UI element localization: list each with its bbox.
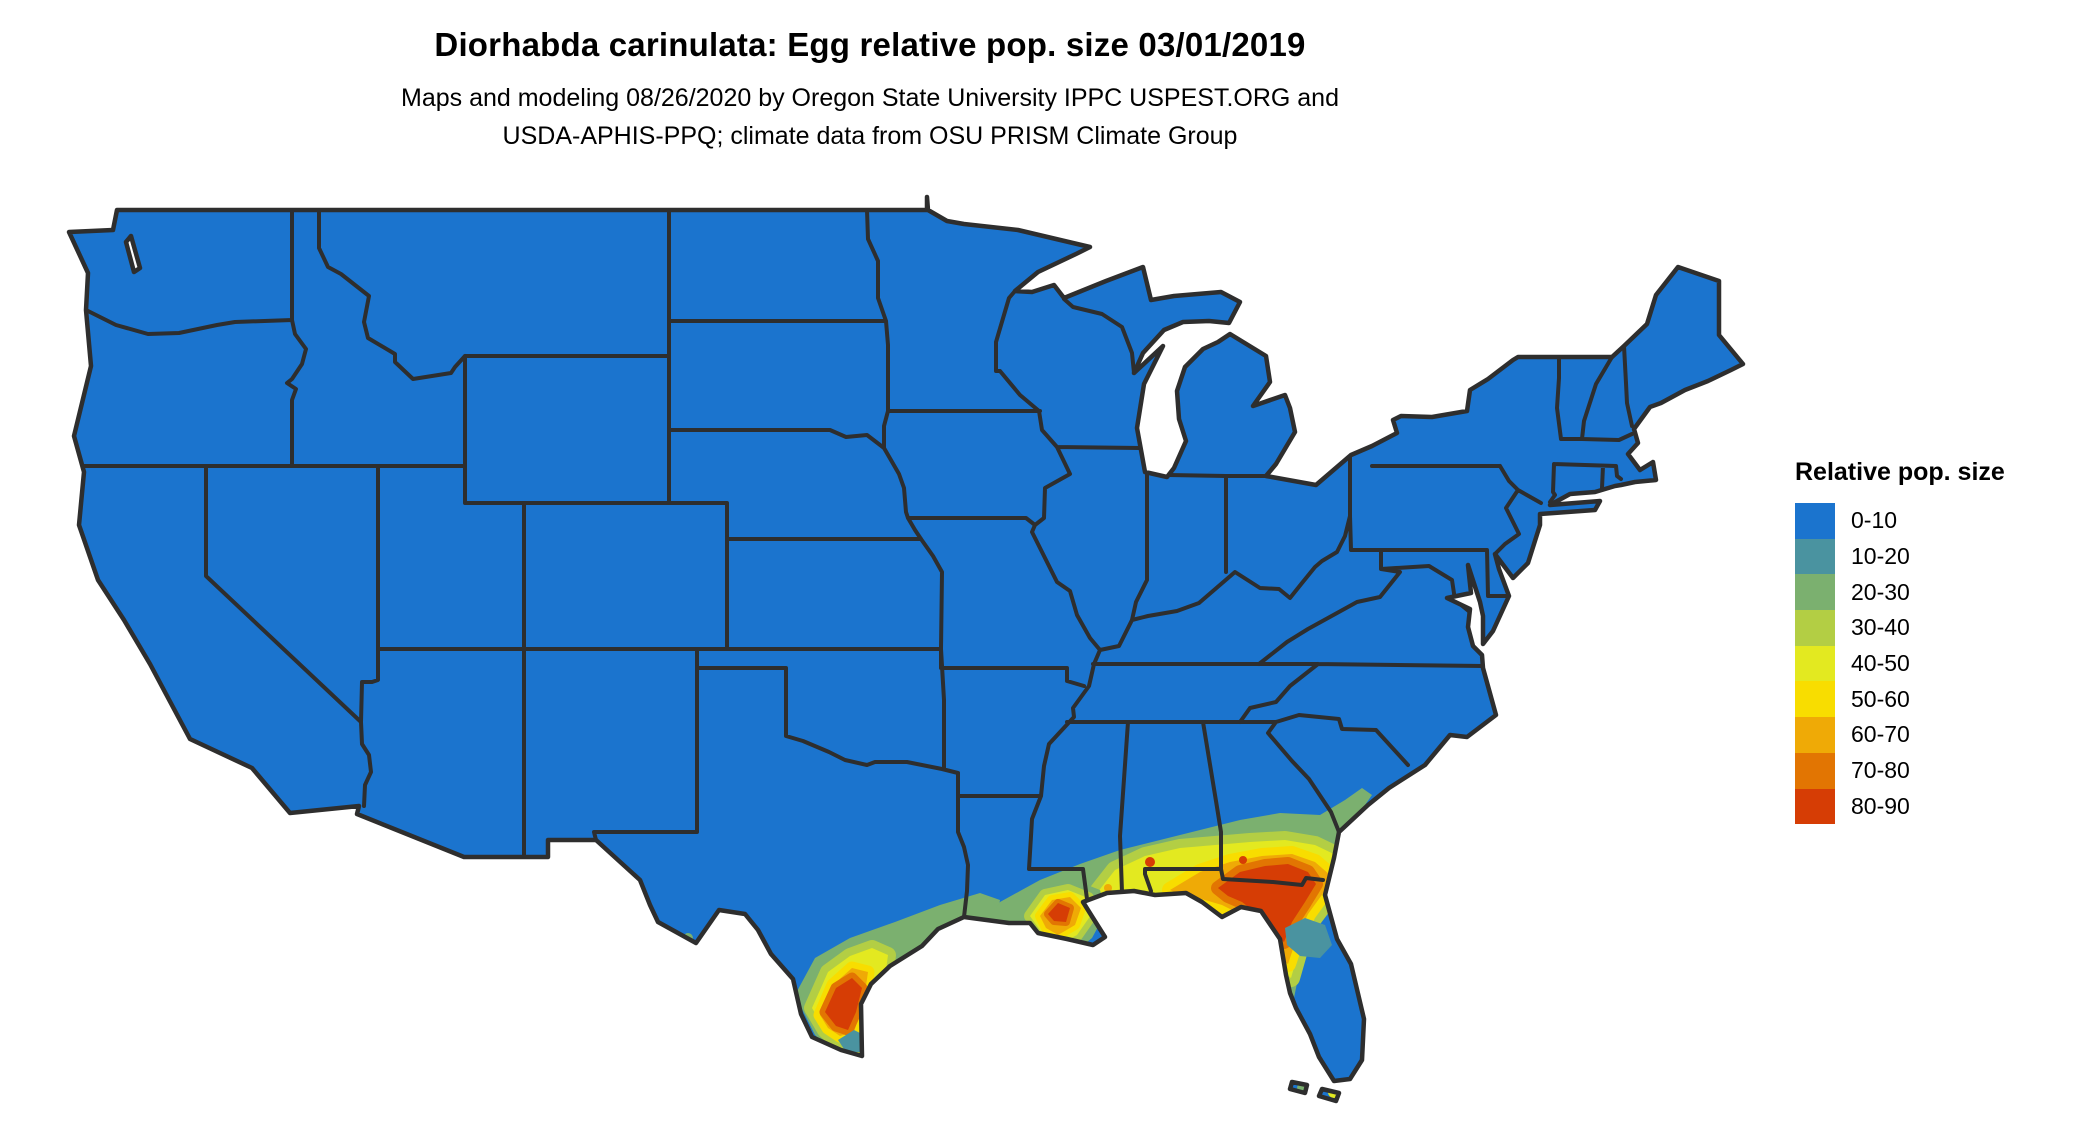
legend-label: 10-20: [1851, 543, 1910, 570]
legend-swatch-icon: [1795, 574, 1835, 611]
national-outline: [66, 194, 1746, 1104]
legend-row: 80-90: [1795, 788, 2005, 825]
legend-swatch-icon: [1795, 645, 1835, 682]
legend-swatch-icon: [1795, 538, 1835, 575]
state-borders: [77, 208, 1634, 919]
hotspot-speck: [1145, 857, 1155, 867]
legend-row: 60-70: [1795, 717, 2005, 753]
legend-label: 0-10: [1851, 507, 1898, 534]
legend-row: 10-20: [1795, 538, 2005, 575]
legend-swatch-icon: [1795, 681, 1835, 718]
page-title: Diorhabda carinulata: Egg relative pop. …: [434, 26, 1306, 63]
legend-swatch-icon: [1795, 503, 1835, 539]
legend-label: 20-30: [1851, 578, 1910, 605]
legend-label: 80-90: [1851, 792, 1910, 819]
legend-row: 70-80: [1795, 752, 2005, 789]
legend-row: 50-60: [1795, 681, 2005, 718]
legend-swatch-icon: [1795, 717, 1835, 753]
map-legend: Relative pop. size 0-10 10-20 20-30 30-40 40…: [1795, 458, 2005, 825]
subtitle-line-1: Maps and modeling 08/26/2020 by Oregon S…: [401, 84, 1339, 112]
hotspot-region: [1285, 918, 1332, 958]
hotspot-region: [1048, 903, 1070, 922]
hotspot-speck: [1307, 1067, 1313, 1073]
legend-label: 30-40: [1851, 614, 1910, 641]
legend-swatch-icon: [1795, 788, 1835, 825]
subtitle-line-2: USDA-APHIS-PPQ; climate data from OSU PR…: [502, 122, 1238, 150]
hotspot-speck: [1104, 884, 1112, 892]
legend-row: 30-40: [1795, 610, 2005, 646]
legend-label: 70-80: [1851, 757, 1910, 784]
hotspot-speck: [1352, 1092, 1360, 1100]
legend-label: 60-70: [1851, 721, 1910, 748]
hotspot-speck: [1239, 856, 1247, 864]
legend-label: 40-50: [1851, 650, 1910, 677]
legend-label: 50-60: [1851, 685, 1910, 712]
legend-row: 0-10: [1795, 503, 2005, 539]
hotspot-region: [825, 978, 862, 1030]
legend-row: 20-30: [1795, 574, 2005, 611]
legend-title: Relative pop. size: [1795, 458, 2005, 486]
legend-swatch-icon: [1795, 752, 1835, 789]
legend-swatch-icon: [1795, 610, 1835, 646]
hotspot-region: [838, 1030, 866, 1052]
legend-row: 40-50: [1795, 645, 2005, 682]
